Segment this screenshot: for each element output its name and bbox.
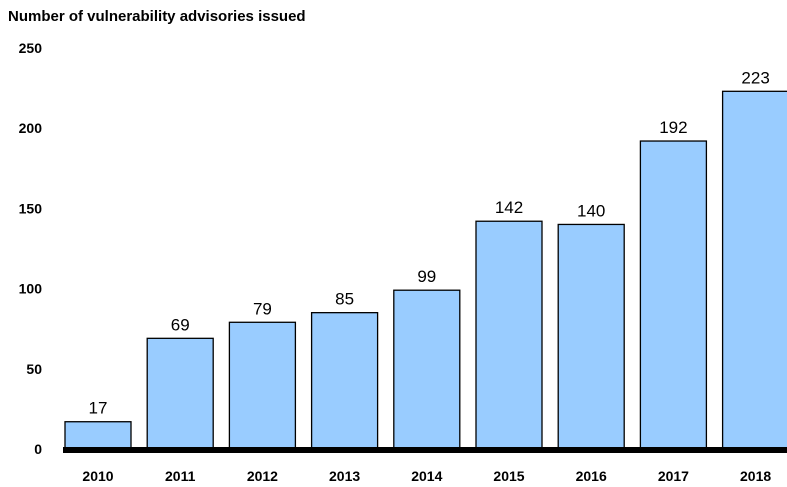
bar bbox=[228, 321, 297, 450]
x-tick-label: 2017 bbox=[658, 468, 689, 484]
x-tick-label: 2016 bbox=[576, 468, 607, 484]
bar bbox=[721, 90, 787, 450]
bar bbox=[475, 220, 543, 450]
x-tick-label: 2011 bbox=[165, 468, 196, 484]
x-tick-label: 2015 bbox=[493, 468, 524, 484]
x-tick-label: 2014 bbox=[411, 468, 442, 484]
data-label: 99 bbox=[417, 267, 436, 286]
data-label: 85 bbox=[335, 290, 354, 309]
x-tick-label: 2010 bbox=[82, 468, 113, 484]
data-label: 17 bbox=[89, 399, 108, 418]
bar bbox=[639, 140, 708, 450]
y-tick-label: 200 bbox=[19, 120, 43, 136]
y-tick-label: 250 bbox=[19, 40, 43, 56]
data-label: 142 bbox=[495, 198, 523, 217]
x-tick-label: 2018 bbox=[740, 468, 771, 484]
y-tick-label: 0 bbox=[34, 441, 42, 457]
y-tick-label: 100 bbox=[19, 281, 43, 297]
y-tick-label: 150 bbox=[19, 200, 43, 216]
y-tick-label: 50 bbox=[26, 361, 42, 377]
bar bbox=[393, 289, 461, 450]
data-label: 223 bbox=[741, 68, 769, 87]
data-label: 192 bbox=[659, 118, 687, 137]
bar bbox=[64, 421, 132, 450]
chart-title: Number of vulnerability advisories issue… bbox=[8, 8, 306, 25]
data-label: 140 bbox=[577, 201, 605, 220]
x-tick-label: 2013 bbox=[329, 468, 360, 484]
data-label: 79 bbox=[253, 299, 272, 318]
bar bbox=[310, 312, 379, 450]
bar bbox=[557, 223, 625, 450]
x-axis-baseline bbox=[63, 447, 787, 453]
bar bbox=[146, 337, 214, 450]
x-tick-label: 2012 bbox=[247, 468, 278, 484]
data-label: 69 bbox=[171, 315, 190, 334]
